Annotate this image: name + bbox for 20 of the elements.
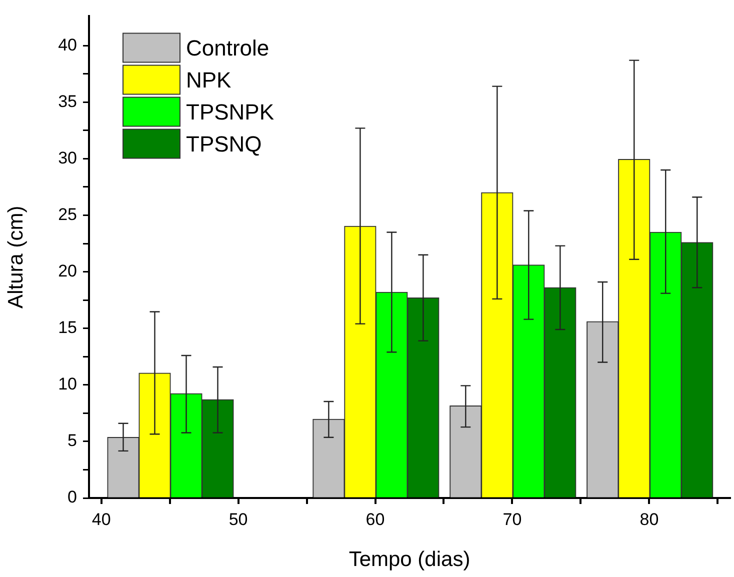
legend-label: TPSNQ bbox=[186, 131, 262, 156]
x-tick-label: 40 bbox=[92, 510, 111, 529]
x-tick-label: 80 bbox=[640, 510, 659, 529]
x-tick-label: 70 bbox=[502, 510, 522, 529]
y-tick-label: 35 bbox=[58, 92, 77, 111]
y-tick-label: 25 bbox=[58, 204, 77, 224]
y-axis-title: Altura (cm) bbox=[4, 206, 28, 308]
y-tick-label: 5 bbox=[68, 431, 77, 450]
y-tick-label: 15 bbox=[58, 318, 77, 338]
y-tick-label: 30 bbox=[58, 148, 77, 168]
x-tick-label: 60 bbox=[366, 510, 385, 529]
legend-label: Controle bbox=[186, 35, 270, 60]
legend-label: TPSNPK bbox=[186, 99, 274, 124]
y-tick-label: 10 bbox=[58, 374, 77, 394]
x-tick-label: 50 bbox=[228, 510, 248, 529]
x-axis-title: Tempo (dias) bbox=[348, 548, 470, 572]
y-tick-label: 40 bbox=[58, 35, 77, 54]
y-tick-label: 20 bbox=[58, 261, 77, 280]
y-tick-label: 0 bbox=[68, 488, 77, 507]
legend-label: NPK bbox=[186, 67, 232, 92]
